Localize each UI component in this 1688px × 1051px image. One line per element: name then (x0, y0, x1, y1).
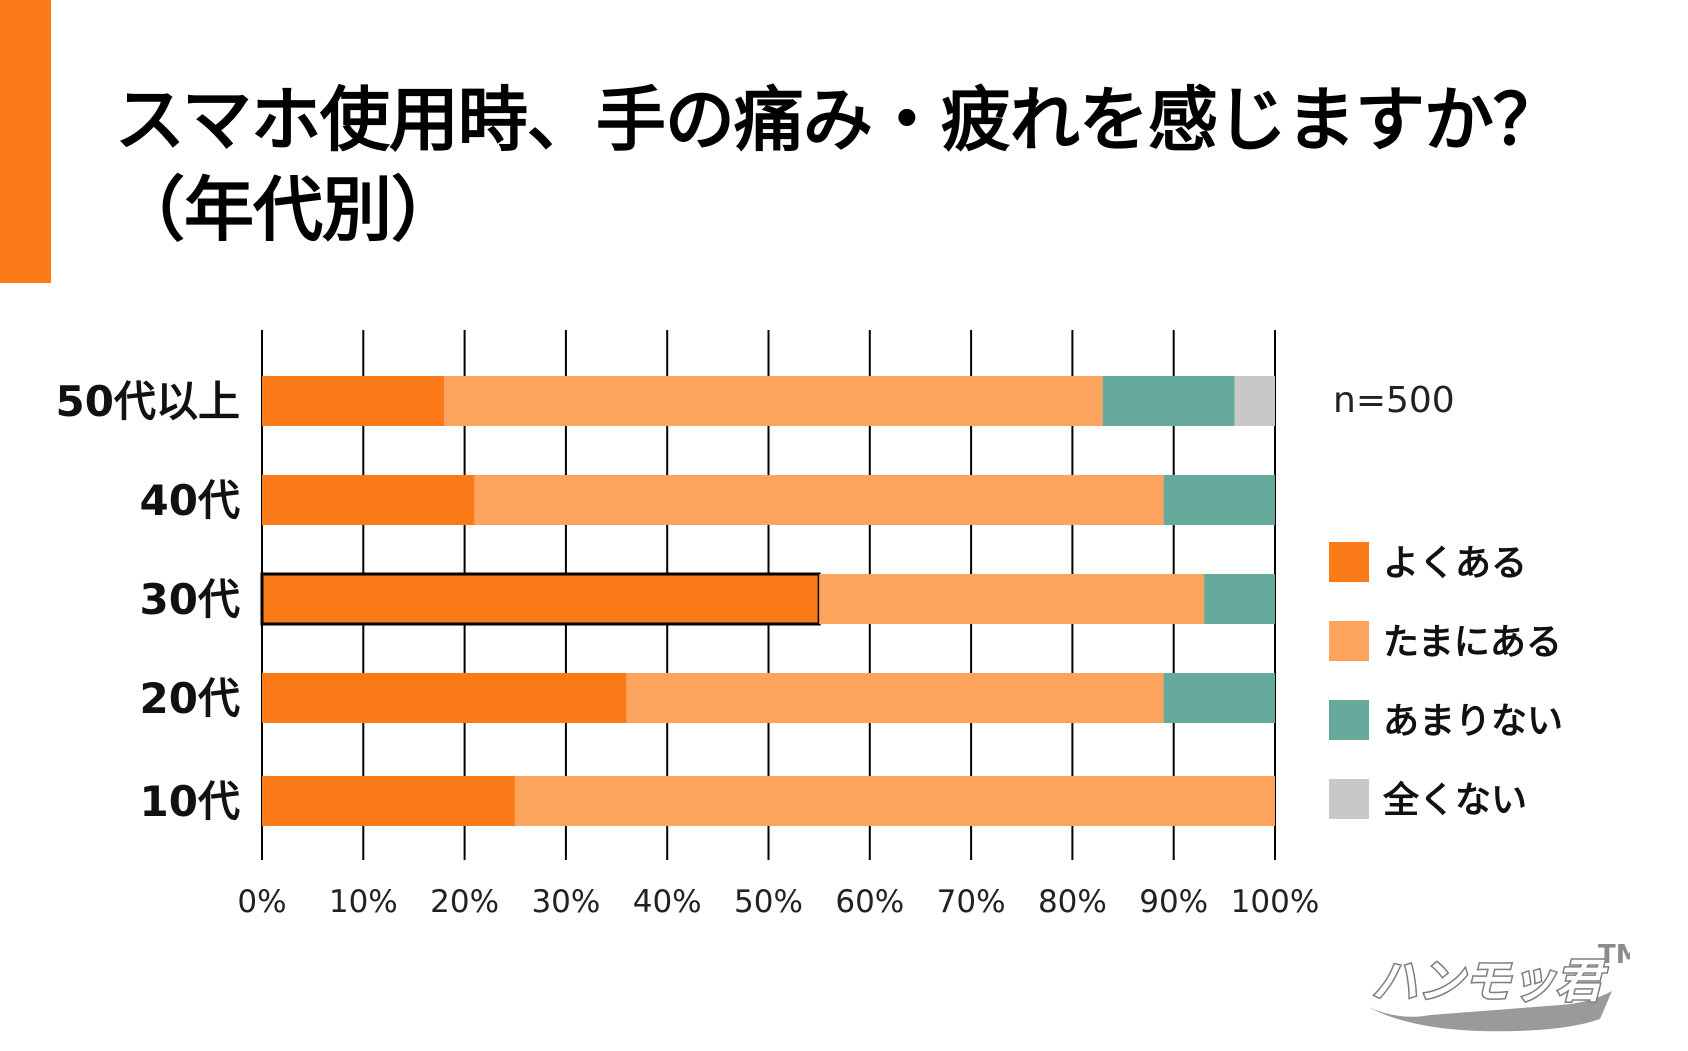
x-tick-label: 20% (430, 884, 499, 920)
bar-segment-3-2 (1163, 673, 1275, 723)
x-tick-label: 70% (937, 884, 1006, 920)
bar-segment-3-1 (626, 673, 1164, 723)
legend-swatch-0 (1329, 542, 1369, 582)
page-title: スマホ使用時、手の痛み・疲れを感じますか？ （年代別） (115, 75, 1595, 255)
x-tick-label: 50% (734, 884, 803, 920)
bar-segment-4-0 (262, 776, 516, 826)
bar-segment-0-2 (1102, 376, 1235, 426)
legend-label-1: たまにある (1383, 622, 1562, 663)
title-line-1: スマホ使用時、手の痛み・疲れを感じますか？ (115, 79, 1563, 161)
x-tick-label: 80% (1038, 884, 1107, 920)
title-line-2: （年代別） (115, 169, 461, 251)
x-tick-label: 60% (835, 884, 904, 920)
x-tick-label: 0% (237, 884, 286, 920)
bar-segment-2-1 (819, 574, 1205, 624)
logo-trademark: TM (1598, 940, 1630, 970)
category-labels: 50代以上 40代 30代 20代 10代 (56, 377, 240, 826)
category-label: 50代以上 (56, 377, 240, 426)
bar-segment-2-2 (1204, 574, 1275, 624)
legend-label-3: 全くない (1382, 779, 1527, 821)
legend-swatch-2 (1329, 700, 1369, 740)
x-tick-label: 40% (633, 884, 702, 920)
x-tick-labels: 0% 10% 20% 30% 40% 50% 60% 70% 80% 90% 100% (237, 884, 1319, 920)
title-accent-bar (0, 0, 51, 283)
x-tick-label: 90% (1139, 884, 1208, 920)
bar-segment-4-1 (515, 776, 1275, 826)
category-label: 30代 (140, 575, 240, 624)
category-label: 10代 (140, 777, 240, 826)
legend-label-0: よくある (1383, 543, 1527, 584)
logo-swoosh (1368, 991, 1612, 1032)
brand-logo: ハンモッ君 TM (1368, 940, 1630, 1032)
bar-segment-1-0 (262, 475, 475, 525)
x-tick-label: 100% (1231, 884, 1320, 920)
bar-segment-0-1 (444, 376, 1103, 426)
legend-swatch-1 (1329, 621, 1369, 661)
logo-text: ハンモッ君 (1372, 954, 1608, 1008)
bar-segment-0-3 (1234, 376, 1275, 426)
bar-segment-0-0 (262, 376, 445, 426)
bar-segment-1-2 (1163, 475, 1275, 525)
category-label: 40代 (140, 476, 240, 525)
bar-segment-2-0 (260, 572, 821, 626)
sample-size-label: n=500 (1333, 380, 1455, 421)
x-tick-label: 30% (531, 884, 600, 920)
bars (260, 376, 1275, 826)
legend-swatch-3 (1329, 779, 1369, 819)
legend-label-2: あまりない (1383, 701, 1563, 742)
bar-segment-1-1 (474, 475, 1164, 525)
category-label: 20代 (140, 674, 240, 723)
x-tick-label: 10% (329, 884, 398, 920)
bar-segment-3-0 (262, 673, 627, 723)
